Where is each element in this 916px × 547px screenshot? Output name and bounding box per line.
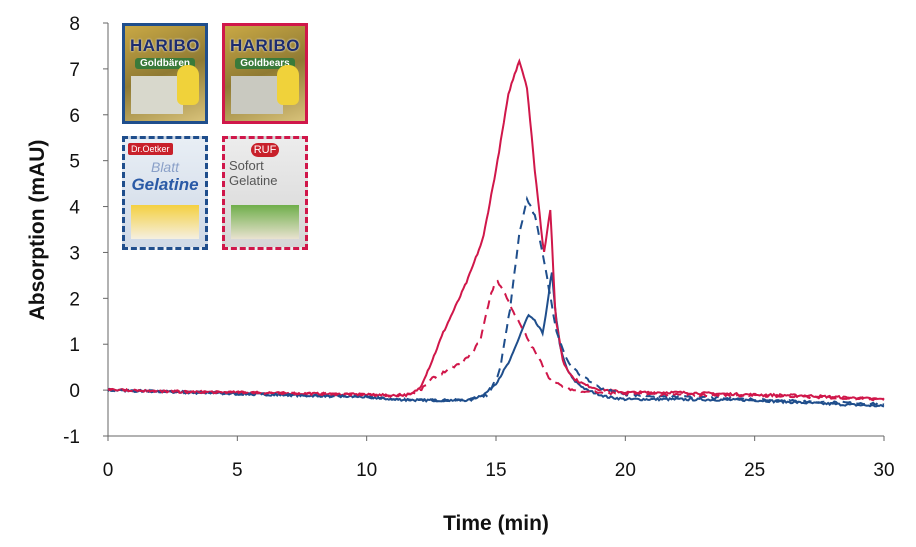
y-tick-label: 6	[69, 106, 80, 127]
series-line-1	[107, 272, 885, 408]
product-logo: RUF	[250, 143, 280, 157]
y-tick-label: 4	[69, 198, 80, 219]
y-tick-label: 0	[69, 381, 80, 402]
bear-mascot-icon	[277, 65, 299, 105]
y-tick-label: 8	[69, 14, 80, 35]
axes: -1 0 1 2 3 4 5 6 7 8 0 5 10 15 20 25 30	[63, 14, 894, 481]
x-axis-title: Time (min)	[443, 512, 549, 535]
y-tick-label: 1	[69, 335, 80, 356]
y-tick-label: -1	[63, 427, 80, 448]
x-tick-label: 10	[356, 460, 377, 481]
product-logo: Dr.Oetker	[128, 143, 173, 155]
x-tick-label: 5	[232, 460, 243, 481]
y-tick-label: 5	[69, 152, 80, 173]
product-line1: Blatt	[150, 159, 179, 175]
x-tick-label: 25	[744, 460, 765, 481]
y-tick-label: 3	[69, 243, 80, 264]
product-line2: Gelatine	[131, 175, 199, 194]
x-tick-label: 20	[615, 460, 636, 481]
x-tick-label: 15	[485, 460, 506, 481]
x-tick-label: 0	[103, 460, 114, 481]
y-tick-label: 2	[69, 289, 80, 310]
product-brand: HARIBO	[129, 36, 201, 55]
package-window	[231, 76, 283, 114]
legend-image-droetker-blatt-gelatine: Dr.Oetker Blatt Gelatine	[122, 136, 208, 250]
product-name: Goldbears	[235, 58, 295, 69]
y-tick-label: 7	[69, 60, 80, 81]
legend-image-haribo-goldbears: HARIBO Goldbears	[222, 23, 308, 124]
package-window	[131, 76, 183, 114]
product-name: Goldbären	[135, 58, 195, 69]
legend-image-haribo-goldbaeren: HARIBO Goldbären	[122, 23, 208, 124]
y-axis-title: Absorption (mAU)	[26, 140, 49, 321]
series-line-3	[107, 195, 885, 406]
x-tick-label: 30	[873, 460, 894, 481]
bear-mascot-icon	[177, 65, 199, 105]
product-brand: HARIBO	[229, 36, 301, 55]
product-line1: Sofort	[229, 158, 264, 173]
series-lines	[107, 58, 885, 408]
product-line2: Gelatine	[229, 173, 278, 188]
series-line-2	[107, 58, 885, 401]
legend-image-ruf-sofort-gelatine: RUF Sofort Gelatine	[222, 136, 308, 250]
dessert-photo	[231, 205, 299, 239]
cake-photo	[131, 205, 199, 239]
series-line-4	[107, 279, 885, 402]
